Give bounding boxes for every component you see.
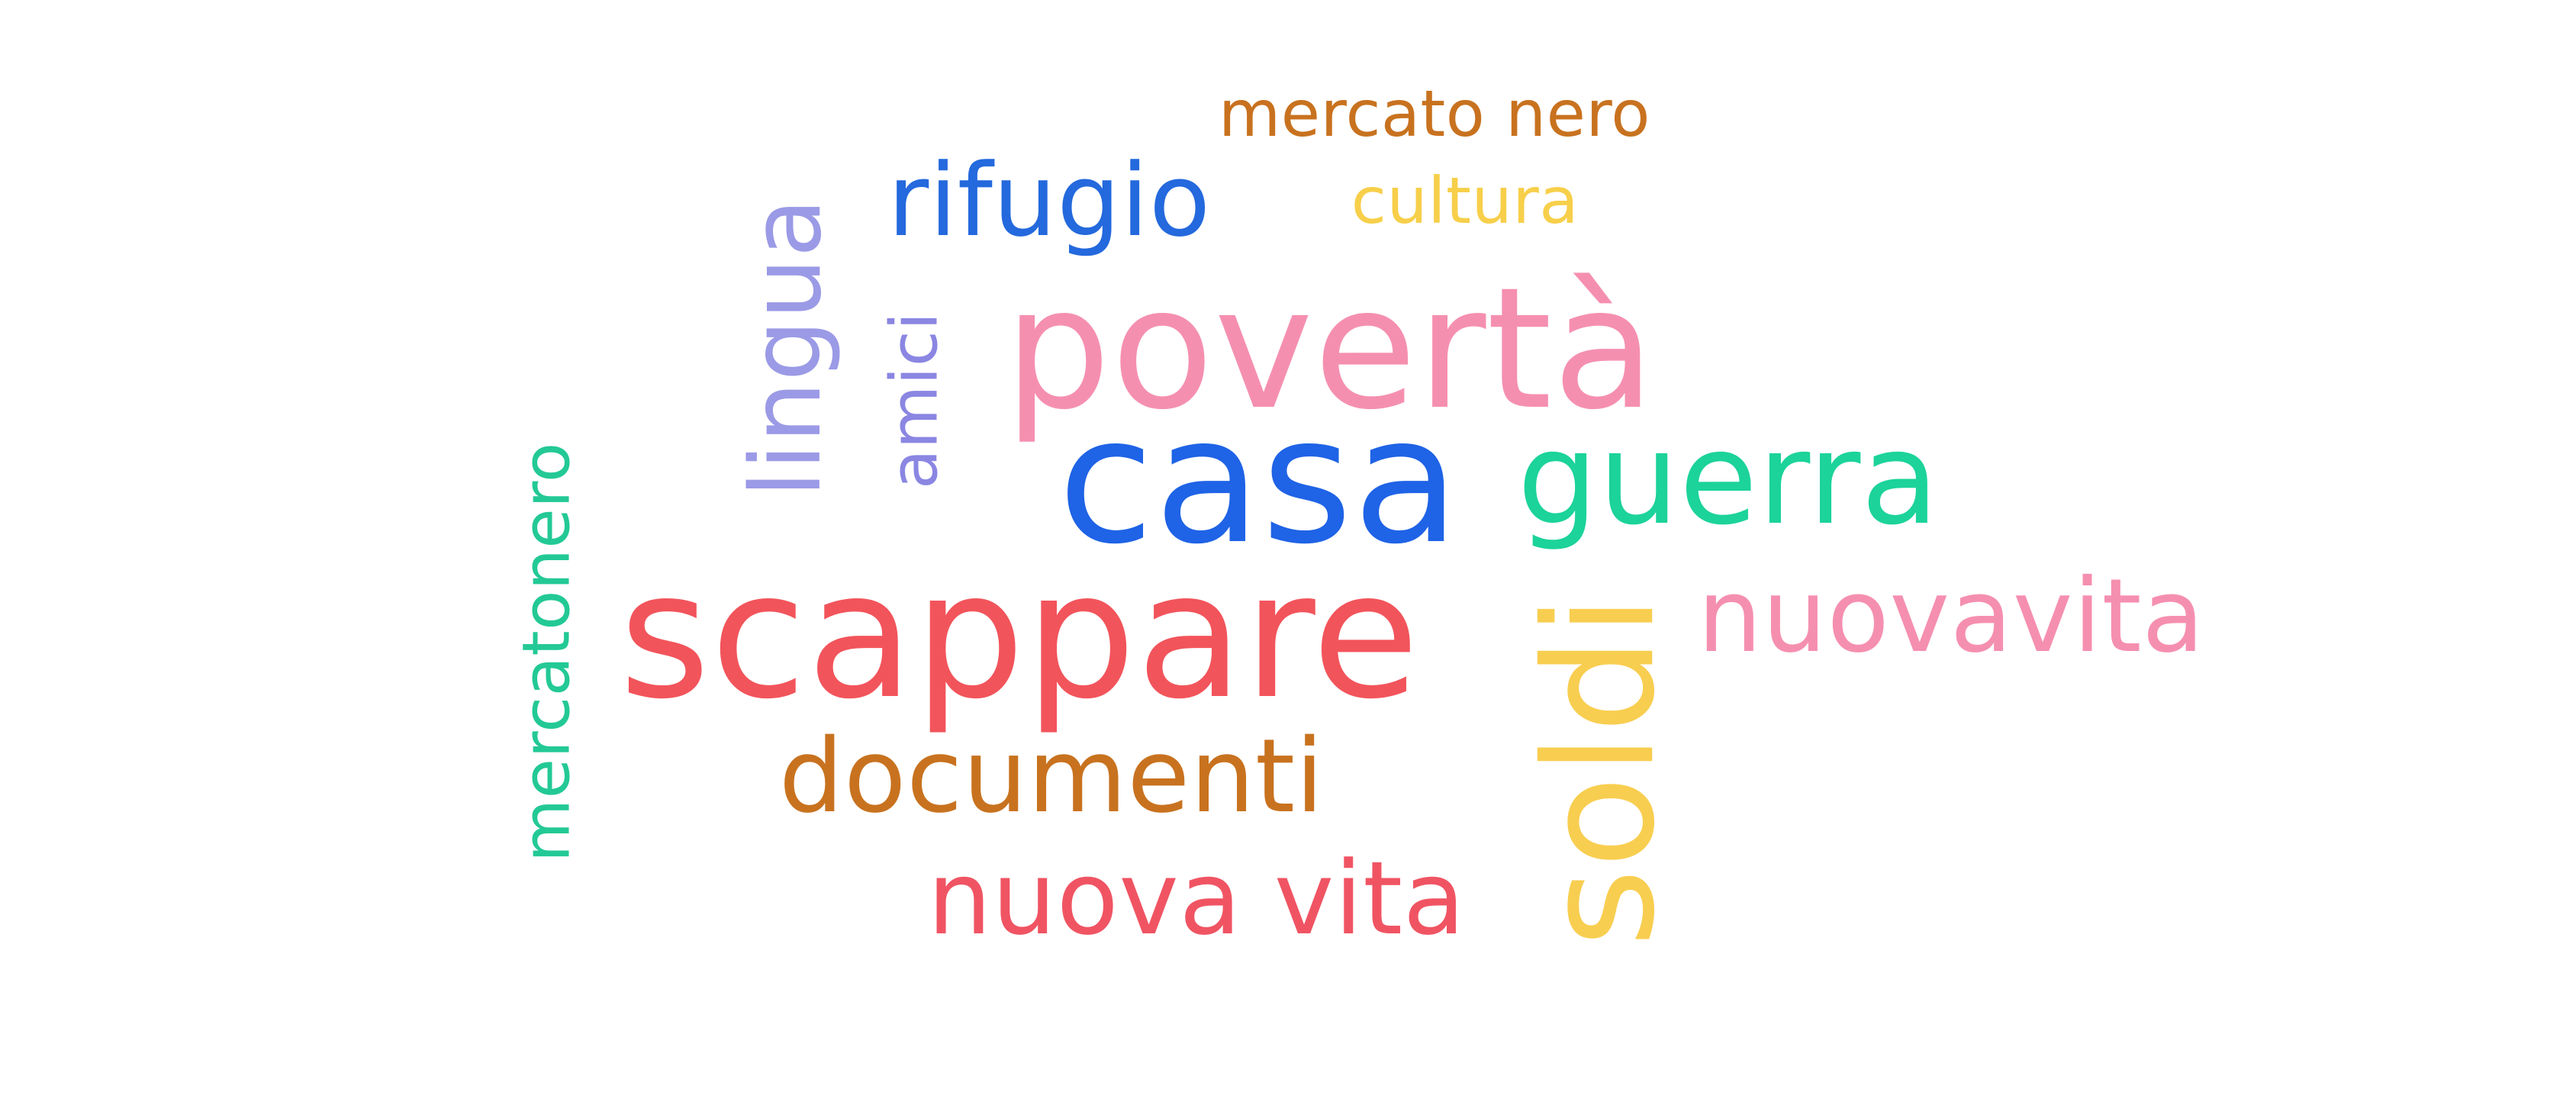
word-lingua: lingua bbox=[729, 197, 842, 498]
word-casa: casa bbox=[1058, 379, 1460, 582]
word-poverta: povertà bbox=[1004, 251, 1656, 447]
word-documenti: documenti bbox=[778, 717, 1325, 836]
word-soldi: soldi bbox=[1512, 594, 1688, 948]
word-nuovavita: nuovavita bbox=[1697, 557, 2205, 676]
word-guerra: guerra bbox=[1517, 404, 1940, 553]
word-cultura: cultura bbox=[1351, 163, 1579, 238]
word-mercatonero: mercatonero bbox=[509, 442, 585, 863]
word-amici: amici bbox=[877, 311, 953, 490]
word-rifugio: rifugio bbox=[887, 142, 1211, 259]
word-scappare: scappare bbox=[619, 533, 1420, 737]
word-mercato-nero: mercato nero bbox=[1219, 77, 1650, 152]
word-nuova-vita: nuova vita bbox=[927, 839, 1466, 958]
